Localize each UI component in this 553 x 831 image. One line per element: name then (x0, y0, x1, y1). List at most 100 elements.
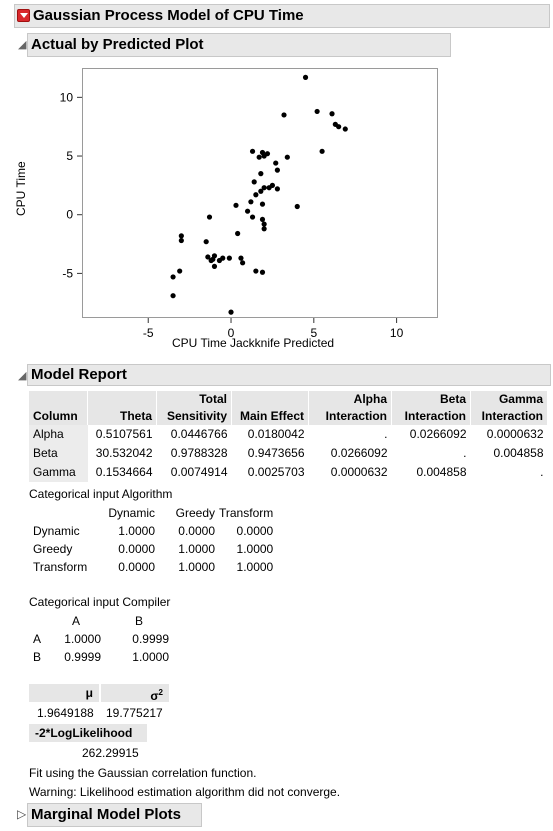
data-point[interactable] (259, 216, 266, 223)
compiler-correlation-table: A B A 1.0000 0.9999 B 0.9999 1.0000 (29, 612, 173, 666)
table-cell: 1.0000 (236, 542, 274, 556)
data-point[interactable] (274, 167, 280, 173)
table-cell: 0.0000 (178, 524, 215, 538)
table-cell: A (33, 632, 42, 646)
data-point[interactable] (177, 268, 183, 274)
data-point[interactable] (220, 255, 226, 261)
disclosure-open-icon[interactable]: ◢ (18, 39, 27, 51)
data-point[interactable] (178, 237, 184, 244)
table-cell: 0.0025703 (247, 465, 305, 479)
model-table-header: Column (29, 408, 88, 425)
data-point[interactable] (314, 108, 320, 115)
data-point[interactable] (253, 268, 259, 274)
table-cell: 0.0000632 (330, 465, 388, 479)
model-table-header (29, 391, 88, 408)
section-header-model-report[interactable] (27, 364, 551, 386)
data-point[interactable] (281, 112, 287, 118)
fit-note: Fit using the Gaussian correlation funct… (29, 766, 257, 780)
table-cell: 1.0000 (178, 560, 215, 574)
disclosure-closed-icon[interactable]: ▷ (17, 807, 27, 821)
model-report-table: Total Alpha Beta Gamma Column Theta Sens… (29, 391, 548, 482)
data-point[interactable] (244, 208, 251, 214)
table-row: A 1.0000 0.9999 (29, 630, 173, 648)
loglik-value: 262.29915 (82, 746, 139, 760)
mu-header: μ (29, 684, 99, 702)
data-point[interactable] (259, 269, 266, 275)
data-point[interactable] (233, 202, 239, 208)
mu-value: 1.9649188 (37, 706, 94, 720)
table-cell: 0.1534664 (95, 465, 153, 479)
table-row: Transform 0.0000 1.0000 1.0000 (29, 558, 277, 576)
data-point[interactable] (226, 255, 232, 261)
data-point[interactable] (253, 192, 259, 198)
data-point[interactable] (261, 226, 267, 232)
data-point[interactable] (178, 233, 184, 239)
data-point[interactable] (329, 111, 335, 117)
data-point[interactable] (258, 188, 264, 194)
y-tick-label: 5 (66, 149, 73, 163)
section-header-marginal-model-plots[interactable] (27, 803, 202, 827)
table-cell: . (463, 446, 467, 460)
data-point[interactable] (256, 154, 262, 160)
model-table-header (87, 391, 157, 408)
data-point[interactable] (274, 186, 280, 192)
data-point[interactable] (249, 214, 256, 220)
table-cell: 1.0000 (118, 524, 155, 538)
data-point[interactable] (261, 221, 267, 227)
data-point[interactable] (302, 74, 309, 80)
actual-by-predicted-chart: -5 0 5 10 -5 0 5 10 CPU Time Jackknife Predicte… (0, 60, 460, 360)
table-row: Gamma 0.1534664 0.0074914 0.0025703 0.00… (29, 463, 548, 482)
section-header-actual-by-predicted[interactable] (27, 33, 451, 57)
data-point[interactable] (342, 126, 348, 132)
data-point[interactable] (249, 148, 256, 154)
data-point[interactable] (240, 260, 246, 266)
scatter-plot-svg: -5 0 5 10 -5 0 5 10 (60, 74, 404, 340)
table-cell: 0.5107561 (95, 427, 153, 441)
data-point[interactable] (170, 274, 176, 280)
data-point[interactable] (206, 214, 213, 220)
table-cell: B (33, 650, 42, 664)
model-table-header: Alpha (308, 391, 392, 408)
data-point[interactable] (273, 160, 279, 166)
model-table-header: Interaction (391, 408, 471, 425)
data-point[interactable] (294, 203, 300, 210)
disclosure-open-icon[interactable]: ◢ (18, 370, 27, 382)
table-cell: 0.0000 (236, 524, 274, 538)
table-cell: Transform (33, 560, 88, 574)
table-cell: 30.532042 (95, 446, 153, 460)
data-point[interactable] (266, 185, 272, 191)
table-cell: Gamma (29, 463, 88, 482)
data-point[interactable] (259, 201, 266, 207)
data-point[interactable] (238, 255, 244, 261)
compiler-label: Categorical input Compiler (29, 595, 171, 609)
table-cell: 0.004858 (493, 446, 544, 460)
table-cell: 1.0000 (132, 650, 169, 664)
table-header: Transform (219, 506, 274, 520)
data-point[interactable] (205, 254, 211, 260)
table-cell: 0.9999 (64, 650, 101, 664)
data-point[interactable] (208, 257, 214, 264)
table-row: A B (29, 612, 173, 630)
model-table-header: Sensitivity (156, 408, 232, 425)
data-point[interactable] (211, 263, 218, 269)
model-table-header: Interaction (308, 408, 392, 425)
data-point[interactable] (170, 293, 176, 299)
data-point[interactable] (264, 151, 271, 157)
data-point[interactable] (284, 154, 290, 160)
data-point[interactable] (251, 179, 257, 185)
data-point[interactable] (203, 239, 209, 245)
algorithm-label: Categorical input Algorithm (29, 487, 173, 501)
data-point[interactable] (336, 124, 342, 130)
data-point[interactable] (248, 199, 254, 205)
data-point[interactable] (228, 309, 234, 315)
data-point[interactable] (258, 171, 264, 177)
table-cell: Alpha (29, 425, 88, 444)
table-cell: 0.9999 (132, 632, 169, 646)
report-title: Gaussian Process Model of CPU Time (33, 7, 304, 24)
data-point[interactable] (261, 185, 267, 191)
sigma-value: 19.775217 (106, 706, 163, 720)
data-point[interactable] (319, 148, 325, 154)
red-triangle-menu-icon[interactable] (17, 9, 30, 22)
table-header: B (134, 614, 143, 628)
data-point[interactable] (235, 230, 241, 237)
